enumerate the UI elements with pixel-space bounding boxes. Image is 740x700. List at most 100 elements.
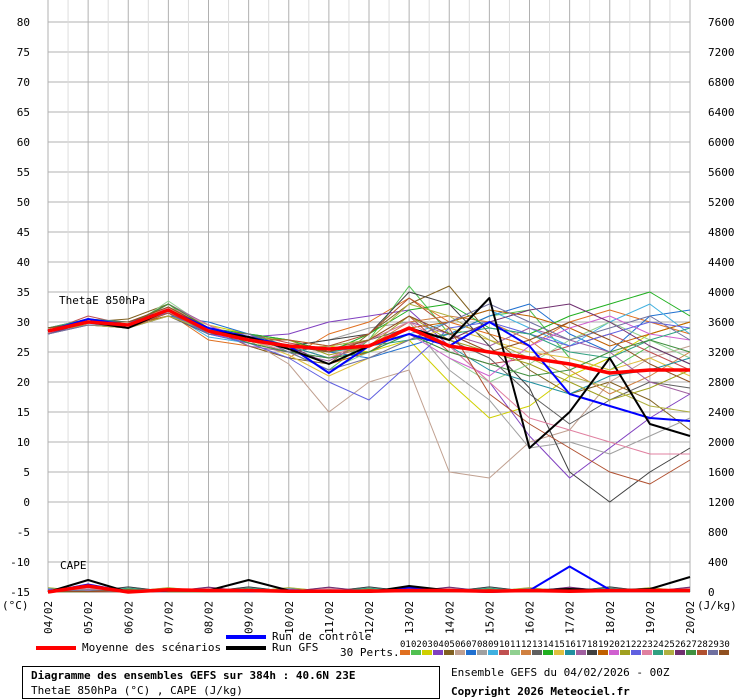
right-tick-label: 3200 (708, 346, 735, 359)
x-date-label: 18/02 (604, 601, 617, 634)
pert-number: 06 (455, 640, 466, 650)
gfs-swatch (226, 646, 266, 650)
right-tick-label: 3600 (708, 316, 735, 329)
x-date-label: 07/02 (162, 601, 175, 634)
left-tick-label: -10 (10, 556, 30, 569)
legend-perts-label: 30 Perts. (340, 646, 400, 659)
cape-panel-label: CAPE (60, 559, 87, 572)
legend-control: Run de contrôle (226, 630, 371, 643)
pert-swatch (719, 650, 729, 655)
right-tick-label: 400 (708, 556, 728, 569)
x-axis-date-labels: 04/02 05/02 06/02 07/02 08/02 09/02 10/02 11/02… (42, 601, 697, 634)
member-line (47, 306, 691, 383)
pert-number: 02 (411, 640, 422, 650)
chart-title: Diagramme des ensembles GEFS sur 384h : … (31, 669, 356, 682)
pert-swatch (598, 650, 608, 655)
left-tick-label: -5 (17, 526, 30, 539)
x-date-label: 11/02 (323, 601, 336, 634)
run-info: Ensemble GEFS du 04/02/2026 - 00Z (451, 666, 670, 679)
member-line (47, 303, 691, 377)
pert-number: 17 (576, 640, 587, 650)
right-tick-label: 2400 (708, 406, 735, 419)
left-tick-label: 40 (17, 256, 30, 269)
pert-number: 03 (422, 640, 433, 650)
left-tick-label: 70 (17, 76, 30, 89)
right-tick-label: 1600 (708, 466, 735, 479)
x-date-label: 19/02 (644, 601, 657, 634)
left-tick-label: -15 (10, 586, 30, 599)
pert-number: 19 (598, 640, 609, 650)
x-date-label: 12/02 (363, 601, 376, 634)
x-date-label: 15/02 (483, 601, 496, 634)
pert-number: 05 (444, 640, 455, 650)
right-tick-label: 2800 (708, 376, 735, 389)
pert-number: 18 (587, 640, 598, 650)
member-line (47, 297, 691, 485)
pert-swatch (499, 650, 509, 655)
pert-number: 27 (686, 640, 697, 650)
right-axis-ticks: 7600720068006400600056005200480044004000… (708, 16, 735, 599)
pert-swatch (466, 650, 476, 655)
left-tick-label: 65 (17, 106, 30, 119)
pert-swatch (422, 650, 432, 655)
pert-number: 24 (653, 640, 664, 650)
pert-swatch (675, 650, 685, 655)
pert-swatch (433, 650, 443, 655)
legend-control-label: Run de contrôle (272, 630, 372, 643)
pert-number: 10 (499, 640, 510, 650)
pert-number: 01 (400, 640, 411, 650)
left-tick-label: 75 (17, 46, 30, 59)
left-tick-label: 30 (17, 316, 30, 329)
legend-gfs-label: Run GFS (272, 641, 319, 654)
pert-number: 16 (565, 640, 576, 650)
x-date-label: 16/02 (524, 601, 537, 634)
legend-mean: Moyenne des scénarios (36, 641, 221, 654)
pert-number: 09 (488, 640, 499, 650)
left-tick-label: 15 (17, 406, 30, 419)
right-tick-label: 6800 (708, 76, 735, 89)
pert-number: 20 (609, 640, 620, 650)
mean-thetae-line (47, 308, 690, 375)
pert-number: 22 (631, 640, 642, 650)
right-tick-label: 6400 (708, 106, 735, 119)
pert-swatch (477, 650, 487, 655)
thetae-panel-label: ThetaE 850hPa (59, 294, 145, 307)
right-axis-unit: (J/kg) (697, 599, 737, 612)
pert-swatch (510, 650, 520, 655)
pert-swatch (488, 650, 498, 655)
right-tick-label: 5200 (708, 196, 735, 209)
right-tick-label: 4400 (708, 256, 735, 269)
pert-swatch (554, 650, 564, 655)
left-tick-label: 5 (23, 466, 30, 479)
pert-number: 15 (554, 640, 565, 650)
pert-number: 04 (433, 640, 444, 650)
mean-lines (47, 308, 690, 594)
pert-swatch (620, 650, 630, 655)
pert-number: 26 (675, 640, 686, 650)
pert-swatch (686, 650, 696, 655)
x-date-label: 05/02 (82, 601, 95, 634)
left-tick-label: 55 (17, 166, 30, 179)
perturbation-color-legend: 01 02 03 04 05 06 07 08 09 10 11 12 13 14 15 16 17 18 19 20… (400, 640, 730, 655)
pert-swatch (576, 650, 586, 655)
x-date-label: 14/02 (443, 601, 456, 634)
pert-number: 25 (664, 640, 675, 650)
mean-swatch (36, 646, 76, 650)
pert-swatch (543, 650, 553, 655)
left-tick-label: 20 (17, 376, 30, 389)
pert-number: 08 (477, 640, 488, 650)
x-date-label: 10/02 (283, 601, 296, 634)
chart-title-box: Diagramme des ensembles GEFS sur 384h : … (22, 666, 440, 699)
pert-swatch (411, 650, 421, 655)
pert-number: 23 (642, 640, 653, 650)
right-tick-label: 0 (708, 586, 715, 599)
pert-number: 30 (719, 640, 730, 650)
pert-number: 13 (532, 640, 543, 650)
legend-mean-label: Moyenne des scénarios (82, 641, 222, 654)
legend-gfs: Run GFS (226, 641, 318, 654)
left-axis-unit: (°C) (2, 599, 29, 612)
pert-swatch (532, 650, 542, 655)
chart-subtitle: ThetaE 850hPa (°C) , CAPE (J/kg) (31, 684, 243, 697)
pert-number: 07 (466, 640, 477, 650)
